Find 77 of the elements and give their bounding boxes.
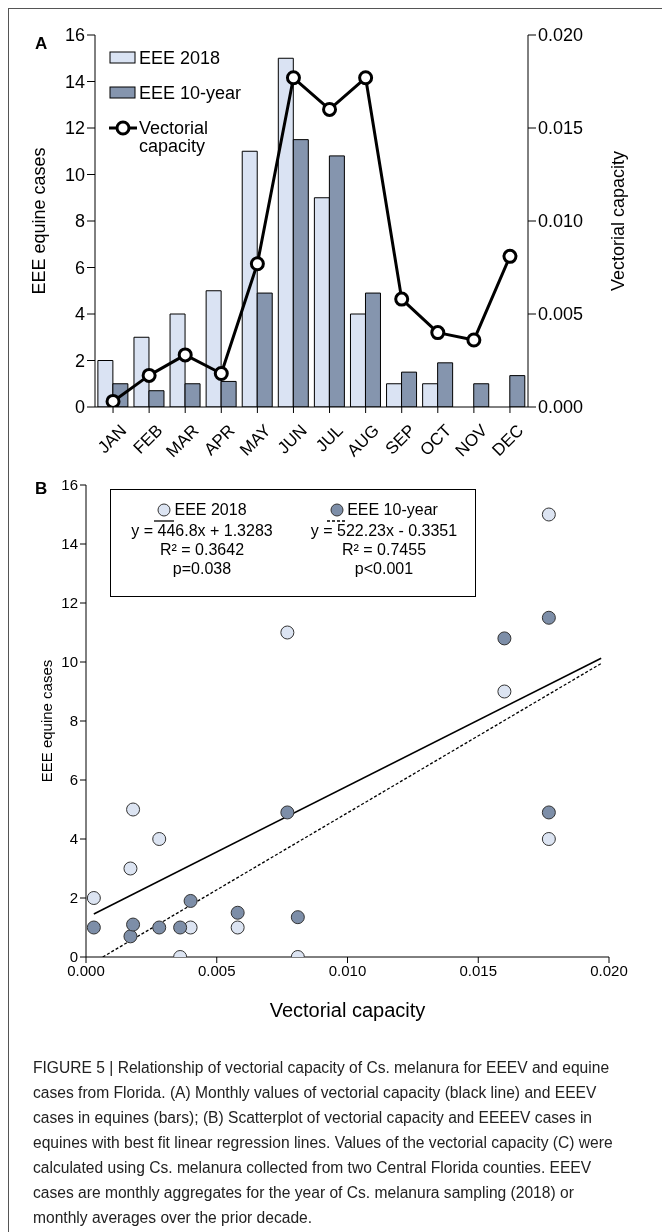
annotation: y = 446.8x + 1.3283 [130,520,274,540]
y-tick-label: 8 [74,211,85,232]
y-tick-label: 12 [61,594,78,612]
annotation: p=0.038 [171,558,233,578]
x-axis-title: Vectorial capacity [269,999,426,1021]
y2-tick-label: 0.005 [538,304,584,325]
y-tick-label: 8 [69,712,78,730]
point [541,805,556,820]
y-tick-label: 10 [61,653,78,671]
chart-title: B [35,479,48,499]
x-tick-label: 0.015 [459,961,498,979]
point [230,920,245,935]
point [123,861,138,876]
caption: FIGURE 5 | Relationship of vectorial capacity of Cs. melanura for EEEV and equine cases from Florida. (A) Monthly values of vectorial capacity (black line) and EEEV cases in equines (bars); (B) Scatterplot of vectorial capacity and EEEEV cases in equines with best fit linear regression lines. Values of the vectorial capacity (C) were calculated using Cs. melanura collected from two Central Florida counties. EEEV cases are monthly aggregates for the year of Cs. melanura sampling (2018) or monthly averages over the prior decade. [32,1058,614,1228]
y2-tick-label: 0.020 [538,25,584,46]
point [358,70,374,86]
point [249,256,265,272]
annotation: p<0.001 [353,558,415,578]
x-tick-label: 0.010 [328,961,367,979]
y-axis-title: EEE equine cases [29,147,50,295]
point [280,625,295,640]
point [141,367,157,383]
x-tick-label: 0.020 [590,961,628,979]
y2-tick-label: 0.010 [538,211,584,232]
point [86,920,101,935]
point [541,507,556,522]
point [430,325,446,341]
point [213,366,229,382]
annotation: R² = 0.7455 [340,539,428,559]
y-tick-label: 14 [64,71,85,92]
x-tick-label: 0.005 [197,961,236,979]
annotation: y = 522.23x - 0.3351 [309,520,459,540]
y2-tick-label: 0.000 [538,397,584,418]
y-tick-label: 10 [64,164,85,185]
point [466,332,482,348]
y2-axis-title: Vectorial capacity [608,150,629,292]
point [152,832,167,846]
legend-label: EEE 10-year [139,83,242,103]
y-tick-label: 6 [69,771,78,789]
point [497,631,512,646]
point [322,101,338,117]
point [173,920,188,935]
point [86,891,101,905]
point [290,910,305,925]
y-tick-label: 16 [61,476,78,494]
y-tick-label: 16 [64,25,85,46]
point [126,802,141,817]
y-tick-label: 14 [61,535,78,553]
y-tick-label: 4 [69,830,78,848]
legend-label: EEE 2018 [139,48,221,68]
point [152,920,167,935]
y-tick-label: 2 [74,350,85,371]
point [280,805,295,820]
y-tick-label: 4 [74,304,85,325]
y-tick-label: 2 [69,889,78,907]
point [123,929,138,944]
y-tick-label: 0 [74,397,85,418]
y2-tick-label: 0.015 [538,118,584,139]
y-tick-label: 12 [64,118,85,139]
x-tick-label: JUL [312,420,347,456]
y-tick-label: 6 [74,257,85,278]
chart-title: A [35,34,48,54]
point [541,832,556,846]
point [285,70,301,86]
y-axis-title: EEE equine cases [38,659,56,783]
point [497,684,512,699]
legend-label: EEE 2018 [174,500,247,519]
point [177,347,193,363]
point [394,291,410,307]
point [230,905,245,920]
point [541,610,556,625]
legend-label: Vectorial capacity [139,118,210,156]
point [502,248,518,264]
point [126,917,141,932]
point [183,893,198,908]
legend-label: EEE 10-year [347,500,438,519]
annotation: R² = 0.3642 [158,539,246,559]
